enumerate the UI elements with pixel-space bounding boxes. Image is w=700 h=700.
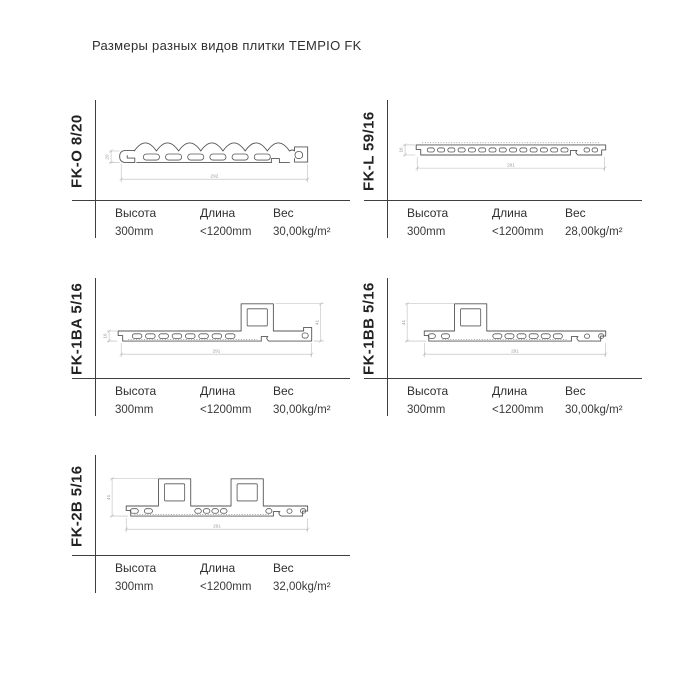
section-divider: [364, 200, 642, 201]
section-label: FK-1BA 5/16: [68, 282, 86, 376]
dimension-lines: 291 16: [399, 143, 607, 172]
section-vertical-rule: [95, 455, 96, 593]
dim-length-label: 291: [213, 348, 221, 353]
profile-outline: [119, 142, 309, 164]
section-label: FK-2B 5/16: [68, 465, 86, 547]
section-fk-o: FK-O 8/20 292: [60, 100, 356, 250]
section-label: FK-L 59/16: [360, 111, 378, 191]
profile-drawing-fk-1bb: 291 41: [401, 302, 608, 358]
dimension-lines: 292 20: [105, 149, 310, 183]
profile-drawing-fk-l: 291 16: [399, 142, 607, 172]
value-weight: 32,00kg/m²: [273, 581, 331, 593]
section-divider: [72, 378, 350, 379]
profile-drawing-fk-1ba: 291 16 41: [103, 302, 324, 358]
value-height: 300mm: [115, 581, 154, 593]
profile-holes: [129, 483, 307, 514]
col-header-length: Длина: [200, 206, 236, 220]
profile-outline: [415, 142, 607, 156]
profile-drawing-fk-2b: 291 41: [106, 477, 310, 533]
profile-holes: [131, 308, 309, 339]
section-vertical-rule: [95, 100, 96, 238]
section-fk-1bb: FK-1BB 5/16: [352, 278, 648, 428]
value-height: 300mm: [115, 226, 154, 238]
value-weight: 30,00kg/m²: [273, 226, 331, 238]
dim-length-label: 291: [507, 162, 515, 167]
section-divider: [364, 378, 642, 379]
section-fk-l: FK-L 59/16: [352, 100, 648, 250]
dimension-lines: 291 41: [401, 302, 608, 358]
col-header-length: Длина: [492, 384, 528, 398]
col-header-length: Длина: [200, 384, 236, 398]
value-length: <1200mm: [200, 581, 252, 593]
col-header-weight: Вес: [565, 384, 586, 398]
col-header-weight: Вес: [273, 561, 294, 575]
value-length: <1200mm: [200, 404, 252, 416]
profile-holes: [427, 308, 605, 339]
col-header-length: Длина: [492, 206, 528, 220]
col-header-weight: Вес: [273, 206, 294, 220]
value-weight: 30,00kg/m²: [273, 404, 331, 416]
dim-thickness-label: 20: [105, 154, 110, 160]
value-height: 300mm: [115, 404, 154, 416]
dimension-lines: 291 41: [106, 477, 310, 533]
section-vertical-rule: [387, 100, 388, 238]
dimension-lines: 291 16 41: [103, 302, 324, 358]
value-height: 300mm: [407, 404, 446, 416]
dim-box-height-label: 41: [315, 319, 320, 325]
col-header-height: Высота: [407, 206, 449, 220]
section-label: FK-1BB 5/16: [360, 282, 378, 376]
col-header-weight: Вес: [565, 206, 586, 220]
dim-box-height-label: 41: [401, 319, 406, 325]
dim-length-label: 292: [211, 173, 219, 178]
value-height: 300mm: [407, 226, 446, 238]
value-length: <1200mm: [492, 226, 544, 238]
dim-length-label: 291: [511, 348, 519, 353]
dim-length-label: 291: [213, 523, 221, 528]
profile-outline: [125, 478, 309, 517]
section-divider: [72, 200, 350, 201]
value-weight: 28,00kg/m²: [565, 226, 623, 238]
profile-outline: [423, 303, 607, 342]
value-length: <1200mm: [200, 226, 252, 238]
profile-holes: [426, 147, 599, 153]
col-header-height: Высота: [115, 384, 157, 398]
value-weight: 30,00kg/m²: [565, 404, 623, 416]
section-label: FK-O 8/20: [68, 114, 86, 188]
col-header-height: Высота: [407, 384, 449, 398]
page-title: Размеры разных видов плитки TEMPIO FK: [92, 38, 362, 53]
section-vertical-rule: [387, 278, 388, 416]
profile-outline: [117, 303, 313, 342]
profile-holes: [142, 151, 304, 161]
col-header-length: Длина: [200, 561, 236, 575]
section-fk-1ba: FK-1BA 5/16: [60, 278, 356, 428]
dim-thickness-label: 16: [103, 333, 108, 339]
dim-box-height-label: 41: [106, 494, 111, 500]
col-header-height: Высота: [115, 561, 157, 575]
profile-drawing-fk-o: 292 20: [105, 142, 310, 183]
dim-thickness-label: 16: [399, 147, 404, 153]
col-header-height: Высота: [115, 206, 157, 220]
section-divider: [72, 555, 350, 556]
value-length: <1200mm: [492, 404, 544, 416]
section-vertical-rule: [95, 278, 96, 416]
section-fk-2b: FK-2B 5/16: [60, 455, 356, 605]
col-header-weight: Вес: [273, 384, 294, 398]
